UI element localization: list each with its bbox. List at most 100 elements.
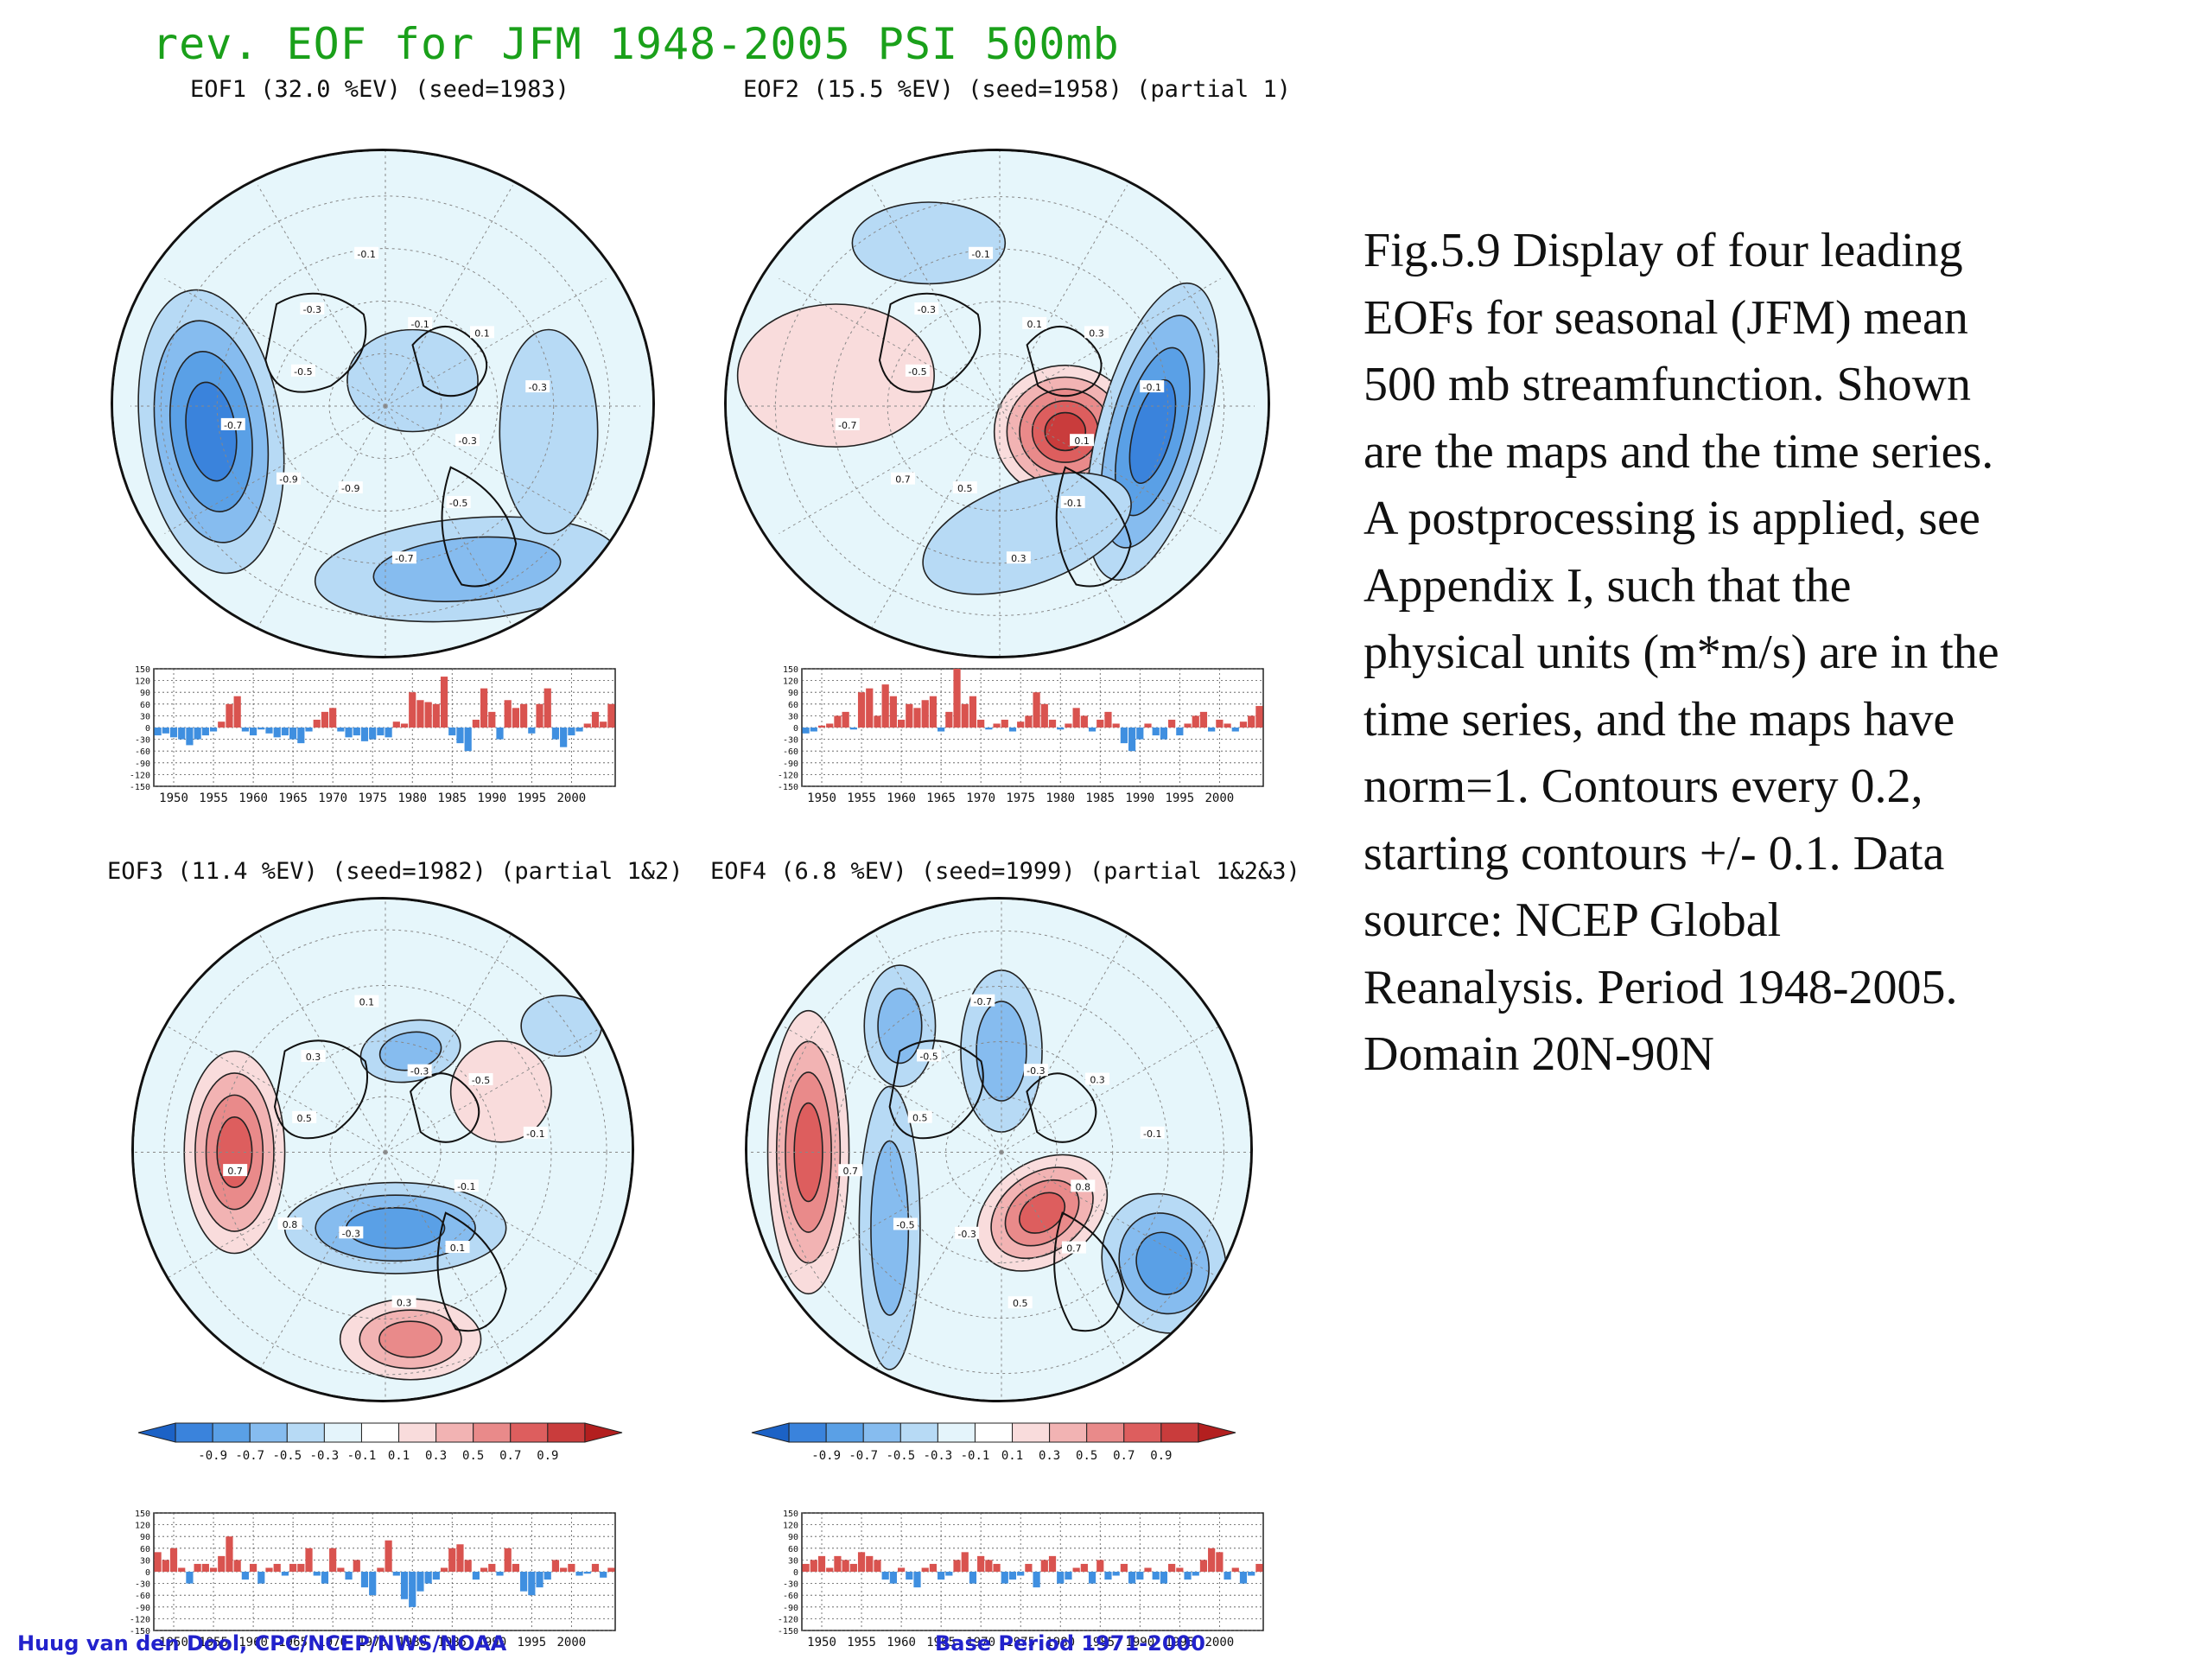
bar xyxy=(897,719,906,728)
bar xyxy=(906,1572,913,1580)
contour-label-bg xyxy=(339,1226,364,1239)
bar xyxy=(1033,1572,1040,1588)
bar xyxy=(1001,1572,1008,1584)
negative-anomaly-contour xyxy=(976,1001,1027,1102)
y-tick-label: -90 xyxy=(783,760,798,769)
bar xyxy=(201,728,209,736)
y-tick-label: -120 xyxy=(778,771,798,780)
bar xyxy=(504,1548,512,1572)
caption-line: Appendix I, such that the xyxy=(1363,558,1852,613)
colorbar-tick-label: 0.1 xyxy=(388,1449,410,1463)
colorbar-tick-label: -0.9 xyxy=(198,1449,227,1463)
contour-label: -0.3 xyxy=(1027,1065,1045,1077)
contour-label: 0.1 xyxy=(474,327,490,339)
y-tick-label: 30 xyxy=(788,712,798,721)
meridian-line xyxy=(164,278,386,407)
y-tick-label: 120 xyxy=(783,1522,798,1531)
y-tick-label: -150 xyxy=(778,1627,798,1637)
contour-label: 0.8 xyxy=(283,1219,298,1230)
bar xyxy=(1001,719,1008,728)
contour-label: 0.3 xyxy=(1089,327,1104,339)
y-tick-label: 0 xyxy=(145,724,150,734)
x-tick-label: 1955 xyxy=(199,791,228,805)
colorbar-tick-label: 0.1 xyxy=(1001,1449,1023,1463)
bar xyxy=(226,703,233,728)
bar xyxy=(353,1560,360,1572)
bar xyxy=(874,1560,881,1572)
bar xyxy=(1224,1572,1231,1580)
bar xyxy=(591,1563,600,1572)
bar xyxy=(810,1560,817,1572)
y-tick-label: 150 xyxy=(783,665,798,675)
colorbar-tick-label: 0.7 xyxy=(499,1449,521,1463)
bar xyxy=(993,1563,1001,1572)
bar xyxy=(849,728,857,730)
bar xyxy=(945,711,953,728)
bar xyxy=(313,1572,321,1576)
contour-label-bg xyxy=(1084,326,1109,339)
contour-label-bg xyxy=(468,1072,493,1085)
y-tick-label: -150 xyxy=(130,783,150,792)
contour-label: 0.7 xyxy=(227,1166,243,1177)
bar xyxy=(929,696,938,728)
colorbar-swatch xyxy=(510,1422,549,1443)
y-tick-label: -30 xyxy=(135,1580,150,1590)
contour-label-bg xyxy=(1006,551,1031,564)
bar xyxy=(913,708,921,728)
bar xyxy=(218,1555,226,1572)
contour-label-bg xyxy=(890,472,915,485)
colorbar-swatch xyxy=(974,1422,1014,1443)
contour-label-bg xyxy=(1023,1064,1048,1077)
y-tick-label: -30 xyxy=(135,736,150,746)
x-tick-label: 1975 xyxy=(1006,791,1035,805)
meridian-line xyxy=(164,405,386,534)
meridian-line xyxy=(779,278,1001,407)
y-tick-label: 60 xyxy=(788,1545,798,1554)
bar xyxy=(1025,1563,1033,1572)
bar xyxy=(929,1563,938,1572)
bar xyxy=(1096,719,1104,728)
bar xyxy=(1160,1572,1168,1584)
colorbar-tick-label: -0.7 xyxy=(849,1449,878,1463)
bar xyxy=(1072,708,1080,728)
bar xyxy=(409,692,416,728)
meridian-line xyxy=(872,405,1001,627)
x-tick-label: 1955 xyxy=(199,1636,228,1649)
bar xyxy=(560,728,568,747)
bar xyxy=(1065,723,1072,728)
contour-label-bg xyxy=(276,472,301,485)
contour-label: -0.1 xyxy=(971,249,989,260)
bar xyxy=(1008,1572,1017,1580)
meridian-line xyxy=(385,185,513,407)
bar xyxy=(273,1563,281,1572)
bar xyxy=(826,723,834,728)
contour-label-bg xyxy=(1007,1296,1033,1309)
x-tick-label: 1960 xyxy=(887,1636,916,1649)
bar xyxy=(432,703,440,728)
bar xyxy=(575,1572,583,1576)
colorbar-swatch xyxy=(751,1422,790,1443)
contour-label: 0.7 xyxy=(895,474,911,486)
contour-label-bg xyxy=(391,551,416,564)
colorbar-tick-label: -0.1 xyxy=(347,1449,377,1463)
negative-anomaly-contour xyxy=(520,995,603,1058)
bar xyxy=(281,728,289,736)
bar xyxy=(817,1555,826,1572)
bar xyxy=(440,1567,448,1572)
bar xyxy=(1040,1560,1048,1572)
contour-label: -0.1 xyxy=(357,249,375,260)
x-tick-label: 1955 xyxy=(847,791,876,805)
coastline xyxy=(878,292,982,393)
contour-label: 0.1 xyxy=(1027,319,1042,330)
contour-label-bg xyxy=(354,995,379,1007)
colorbar-swatch xyxy=(323,1422,362,1443)
x-tick-label: 1965 xyxy=(926,791,956,805)
bar xyxy=(186,728,194,746)
contour-label-bg xyxy=(952,481,977,494)
y-tick-label: 60 xyxy=(140,701,150,710)
bar xyxy=(881,684,889,728)
bar xyxy=(1080,1563,1088,1572)
coastline xyxy=(1026,1072,1097,1143)
contour-label: -0.5 xyxy=(908,366,926,378)
coastline xyxy=(410,1072,480,1143)
